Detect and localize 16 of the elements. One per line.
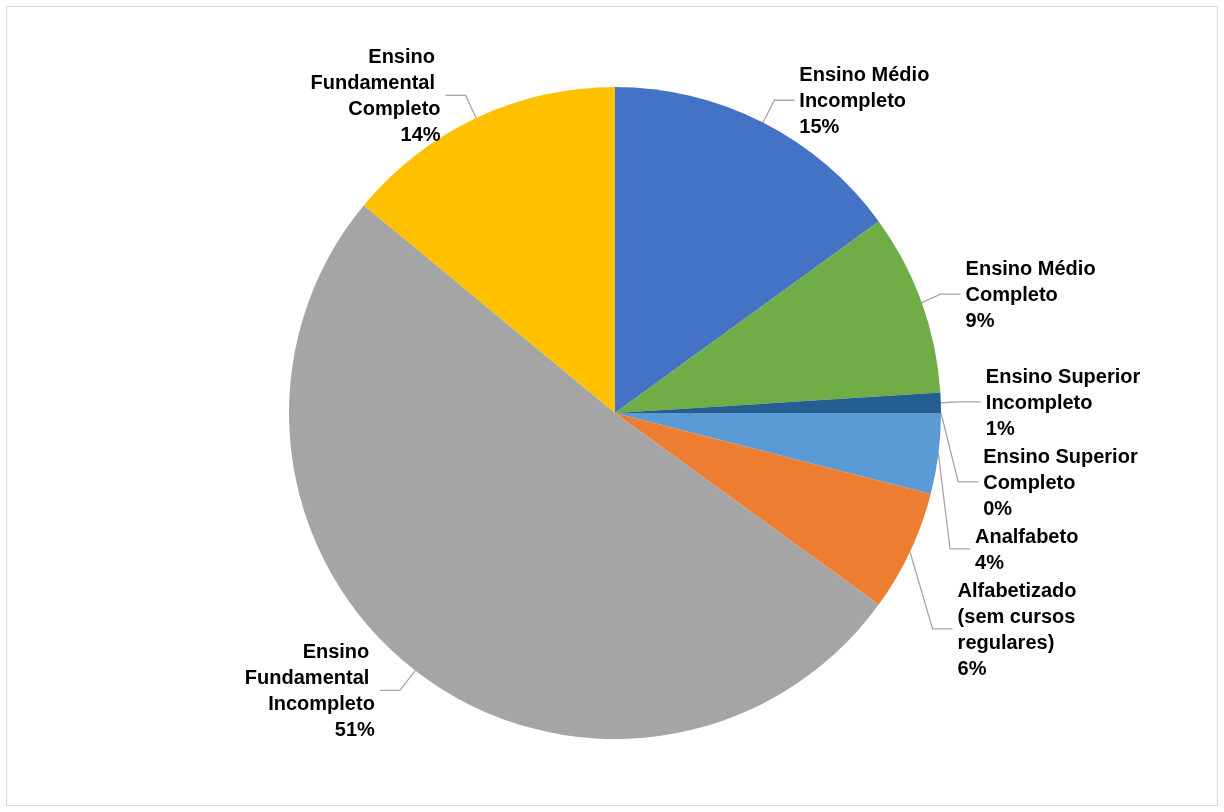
data-label: 15% bbox=[799, 115, 840, 138]
data-label: 1% bbox=[985, 416, 1015, 439]
slice-label: Ensino Fundamental Incompleto bbox=[244, 640, 375, 715]
data-label: 4% bbox=[975, 550, 1005, 573]
data-label: 9% bbox=[965, 309, 995, 332]
data-label: 14% bbox=[400, 123, 441, 146]
slice-label: Alfabetizado (sem cursos regulares) bbox=[957, 578, 1083, 653]
slice-label: Ensino Médio Incompleto bbox=[799, 63, 935, 112]
category-label: Ensino Superior Completo bbox=[983, 444, 1138, 493]
slice-label: Ensino Médio Completo bbox=[965, 257, 1102, 306]
data-label: 6% bbox=[957, 656, 987, 679]
slice-label: Ensino Fundamental Completo bbox=[310, 45, 441, 120]
data-label: 51% bbox=[334, 718, 376, 741]
slice-label: Analfabeto bbox=[975, 524, 1079, 547]
text: 0% bbox=[983, 496, 1013, 519]
slice-label: Ensino Superior Incompleto bbox=[985, 364, 1146, 413]
